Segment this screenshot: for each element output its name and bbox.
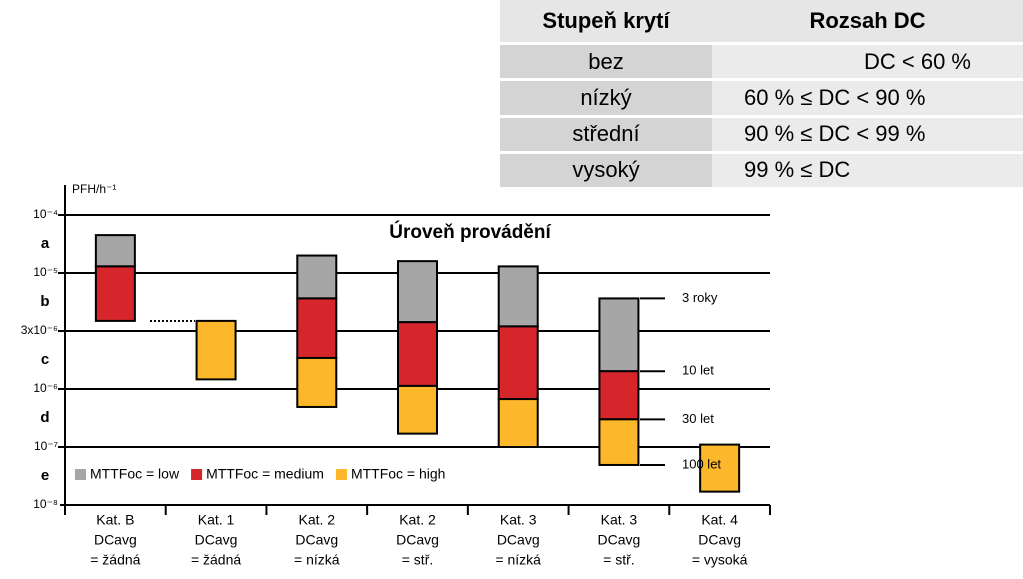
y-tick-label: 3x10⁻⁶: [21, 323, 58, 337]
x-tick-label: = nízká: [495, 552, 541, 568]
x-tick-label: = stř.: [402, 552, 434, 568]
level-label: a: [41, 235, 50, 252]
x-tick-label: = nízká: [294, 552, 340, 568]
bar-segment: [598, 418, 640, 466]
table-cell: bez: [500, 43, 712, 82]
table-cell: DC < 60 %: [712, 43, 1023, 82]
bar-segment: [94, 234, 136, 268]
legend-swatch: [75, 469, 86, 480]
mttf-label: 100 let: [682, 456, 721, 471]
x-tick-label: DCavg: [396, 532, 439, 548]
x-tick-label: Kat. 4: [701, 512, 738, 528]
x-tick-label: = žádná: [191, 552, 241, 568]
bar-segment: [497, 265, 539, 328]
bar-segment: [397, 321, 438, 387]
x-tick-label: Kat. 3: [500, 512, 537, 528]
bar-segment: [598, 297, 640, 373]
bar-segment: [94, 265, 136, 322]
level-label: b: [40, 293, 49, 310]
bar-segment: [397, 260, 438, 324]
table-cell: střední: [500, 116, 712, 154]
x-tick-label: Kat. 2: [399, 512, 436, 528]
level-label: c: [41, 351, 49, 368]
x-tick-label: Kat. 2: [298, 512, 335, 528]
legend-label: MTTFoc = high: [351, 466, 446, 482]
bar-segment: [397, 384, 438, 435]
x-tick-label: Kat. 3: [601, 512, 638, 528]
mttf-label: 30 let: [682, 411, 714, 426]
bar-segment: [195, 319, 237, 381]
bar-segment: [598, 370, 640, 421]
y-tick-label: 10⁻⁵: [33, 265, 58, 279]
x-tick-label: = vysoká: [692, 552, 748, 568]
y-tick-label: 10⁻⁸: [33, 497, 58, 511]
table-cell: nízký: [500, 79, 712, 118]
mttf-label: 3 roky: [682, 290, 718, 305]
chart-title: Úroveň provádění: [389, 221, 551, 243]
x-tick-label: Kat. B: [96, 512, 134, 528]
legend-swatch: [191, 469, 203, 480]
level-label: d: [40, 409, 49, 426]
y-tick-label: 10⁻⁶: [33, 381, 58, 395]
bar-segment: [497, 325, 539, 401]
bar-segment: [296, 356, 338, 408]
table-header: Rozsah DC: [712, 0, 1023, 45]
x-tick-label: DCavg: [295, 532, 338, 548]
bar-segment: [497, 398, 539, 448]
x-tick-label: DCavg: [598, 532, 641, 548]
table-cell: 60 % ≤ DC < 90 %: [712, 79, 1023, 118]
bar-segment: [296, 297, 338, 359]
table-header: Stupeň krytí: [500, 0, 712, 45]
x-tick-label: Kat. 1: [198, 512, 235, 528]
x-tick-label: DCavg: [497, 532, 540, 548]
x-tick-label: = stř.: [603, 552, 635, 568]
level-label: e: [41, 467, 49, 484]
y-axis-label: PFH/h⁻¹: [72, 182, 116, 196]
legend-swatch: [335, 469, 347, 480]
y-tick-label: 10⁻⁷: [34, 439, 58, 453]
dc-table: Stupeň krytí Rozsah DC bez DC < 60 % nízký 60…: [500, 0, 1023, 191]
mttf-label: 10 let: [682, 363, 714, 378]
x-tick-label: = žádná: [90, 552, 140, 568]
x-tick-label: DCavg: [698, 532, 741, 548]
table-cell: 90 % ≤ DC < 99 %: [712, 116, 1023, 154]
x-tick-label: DCavg: [195, 532, 238, 548]
bar-segment: [699, 443, 741, 493]
table-cell: vysoký: [500, 152, 712, 191]
y-tick-label: 10⁻⁴: [33, 207, 58, 221]
bar-segment: [296, 254, 338, 300]
legend-label: MTTFoc = medium: [206, 466, 324, 482]
table-cell: 99 % ≤ DC: [712, 152, 1023, 191]
legend-label: MTTFoc = low: [90, 466, 180, 482]
x-tick-label: DCavg: [94, 532, 137, 548]
